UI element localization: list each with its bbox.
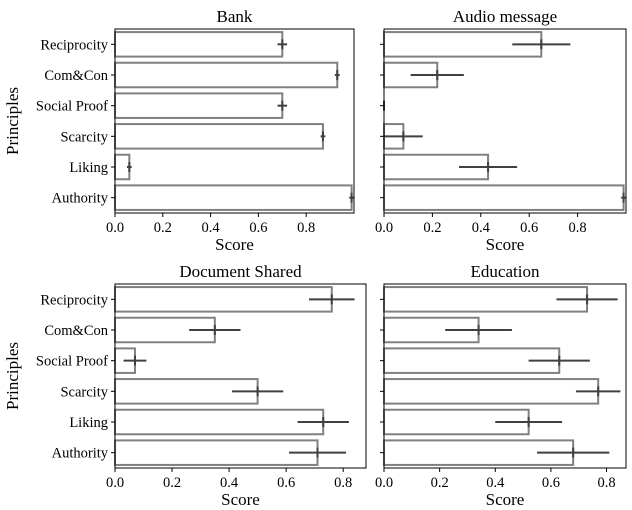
xtick-label: 0.0 <box>375 220 393 236</box>
xtick-label: 0.2 <box>431 475 449 491</box>
panel-bank: Bank Reciprocity Com&Con Social Proof Scarci… <box>36 7 355 254</box>
ytick-label-scarcity: Scarcity <box>60 129 108 145</box>
bar-authority <box>383 184 625 211</box>
x-axis-label: Score <box>486 235 525 254</box>
xtick-label: 0.0 <box>106 475 124 491</box>
x-axis-label: Score <box>215 235 254 254</box>
x-axis-label: Score <box>486 490 525 509</box>
panel-education: Education 0.0 0.2 0.4 0.6 0.8 Score <box>375 262 627 509</box>
panel-title: Document Shared <box>179 262 302 281</box>
xtick-label: 0.2 <box>423 220 441 236</box>
bar-reciprocity <box>114 286 333 313</box>
xtick-label: 0.0 <box>375 475 393 491</box>
ytick-label-social-proof: Social Proof <box>36 99 108 115</box>
xtick-label: 0.8 <box>297 220 315 236</box>
ylabel-bottom: Principles <box>3 342 22 410</box>
xtick-label: 0.8 <box>334 475 352 491</box>
ytick-label-authority: Authority <box>52 191 109 207</box>
xtick-label: 0.2 <box>163 475 181 491</box>
xtick-label: 0.8 <box>569 220 587 236</box>
ytick-label-com-con: Com&Con <box>44 68 108 84</box>
axes-frame <box>114 283 367 469</box>
ytick-label-scarcity: Scarcity <box>60 384 108 400</box>
ytick-label-liking: Liking <box>69 415 108 431</box>
ytick-label-reciprocity: Reciprocity <box>40 292 108 308</box>
xtick-label: 0.8 <box>597 475 615 491</box>
bar-reciprocity <box>383 286 589 313</box>
ylabel-top: Principles <box>3 87 22 155</box>
xtick-label: 0.6 <box>249 220 267 236</box>
panel-title: Bank <box>217 7 253 26</box>
ytick-label-com-con: Com&Con <box>44 323 108 339</box>
bar-authority <box>114 439 319 466</box>
xtick-label: 0.6 <box>277 475 295 491</box>
xtick-label: 0.4 <box>202 220 221 236</box>
ytick-label-reciprocity: Reciprocity <box>40 37 108 53</box>
bar-com-con <box>114 61 339 89</box>
bar-scarcity <box>114 123 324 150</box>
axes-frame <box>383 283 627 469</box>
xtick-label: 0.2 <box>154 220 172 236</box>
xtick-label: 0.6 <box>520 220 538 236</box>
xtick-label: 0.0 <box>106 220 124 236</box>
bar-social-proof <box>114 92 284 119</box>
ytick-label-social-proof: Social Proof <box>36 354 108 370</box>
panel-title: Education <box>471 262 540 281</box>
ytick-label-liking: Liking <box>69 160 108 176</box>
xtick-label: 0.6 <box>542 475 560 491</box>
xtick-label: 0.4 <box>220 475 239 491</box>
xtick-label: 0.4 <box>486 475 505 491</box>
axes-frame <box>383 28 627 214</box>
bar-liking <box>114 408 325 436</box>
bar-authority <box>114 184 353 211</box>
x-axis-label: Score <box>221 490 260 509</box>
xtick-label: 0.4 <box>472 220 491 236</box>
panel-audio-message: Audio message 0.0 0.2 0.4 0.6 0.8 Score <box>375 7 627 254</box>
bar-reciprocity <box>114 31 284 58</box>
panel-document-shared: Document Shared Reciprocity Com&Con Social … <box>36 262 367 509</box>
axes-frame <box>114 28 355 214</box>
ytick-label-authority: Authority <box>52 446 109 462</box>
panel-title: Audio message <box>453 7 557 26</box>
bar-scarcity <box>383 378 600 405</box>
